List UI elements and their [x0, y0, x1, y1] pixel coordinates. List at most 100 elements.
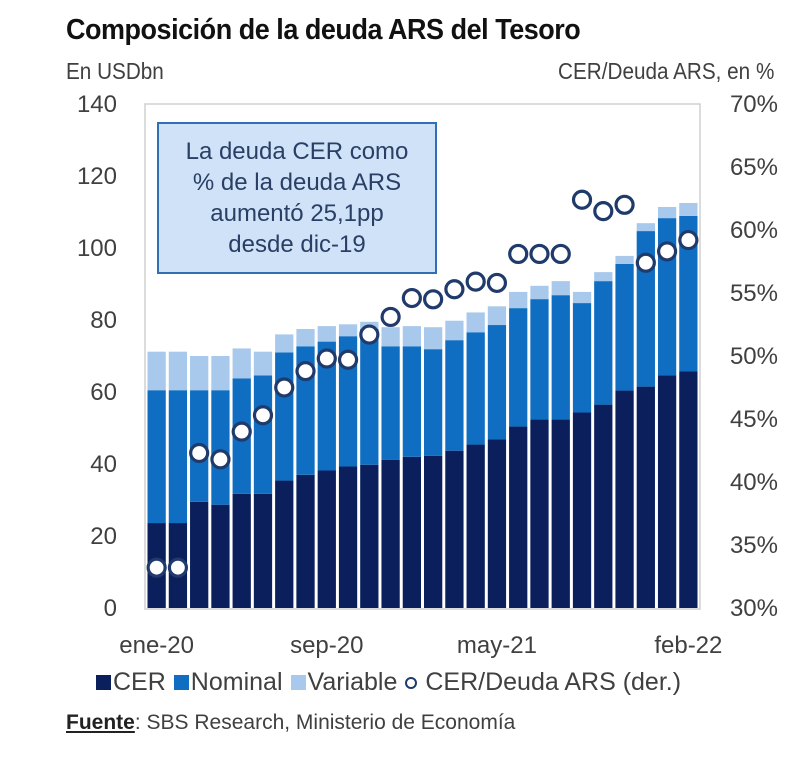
- point-cer-ratio-ene-22: [656, 241, 678, 262]
- bar-variable-oct-21: [594, 272, 613, 282]
- point-cer-ratio-may-20: [231, 421, 252, 442]
- bar-nominal-jun-20: [253, 375, 273, 494]
- bar-variable-nov-21: [615, 255, 634, 264]
- source-note: Fuente: SBS Research, Ministerio de Econ…: [66, 711, 515, 735]
- bar-variable-ene-21: [402, 326, 421, 347]
- bar-variable-jul-21: [530, 285, 549, 300]
- bar-nominal-jun-21: [509, 308, 528, 427]
- bar-variable-may-21: [487, 306, 507, 326]
- point-cer-ratio-nov-20: [359, 324, 380, 345]
- bar-nominal-mar-21: [445, 340, 464, 451]
- bar-cer-dic-20: [381, 459, 400, 608]
- point-cer-ratio-feb-20: [167, 557, 189, 578]
- legend-swatch-variable: [290, 675, 306, 690]
- legend-swatch-cer: [96, 675, 111, 690]
- bar-cer-ene-22: [657, 375, 677, 608]
- right-tick-label: 45%: [730, 406, 778, 433]
- bar-nominal-feb-21: [424, 349, 443, 456]
- left-tick-label: 120: [77, 163, 117, 190]
- bar-nominal-nov-21: [615, 263, 634, 391]
- right-tick-label: 50%: [730, 343, 778, 370]
- left-tick-label: 80: [90, 307, 117, 334]
- legend: CER Nominal Variable CER/Deuda ARS (der.…: [96, 668, 689, 697]
- legend-item-cer: CER: [96, 668, 166, 697]
- source-text: : SBS Research, Ministerio de Economía: [134, 711, 516, 734]
- point-cer-ratio-may-21: [486, 272, 508, 294]
- annotation-box: La deuda CER como % de la deuda ARS aume…: [157, 122, 437, 274]
- bar-cer-jun-21: [509, 426, 528, 608]
- bar-variable-jun-21: [509, 291, 528, 309]
- bar-variable-may-20: [232, 348, 251, 379]
- point-cer-ratio-oct-20: [337, 349, 359, 370]
- bar-variable-mar-20: [190, 356, 209, 391]
- point-cer-ratio-jul-21: [529, 243, 550, 265]
- bar-variable-ago-21: [551, 281, 570, 296]
- right-tick-label: 55%: [730, 280, 778, 307]
- bar-nominal-oct-21: [594, 281, 613, 405]
- annotation-line: La deuda CER como: [185, 138, 409, 165]
- bar-nominal-ago-21: [551, 295, 570, 420]
- bar-nominal-nov-20: [360, 329, 379, 465]
- left-axis-ticks: 0 20 40 60 80 100 120 140: [77, 91, 117, 622]
- right-tick-label: 70%: [730, 91, 778, 118]
- point-cer-ratio-oct-21: [593, 201, 614, 222]
- legend-item-nominal: Nominal: [173, 668, 283, 697]
- bar-variable-feb-21: [424, 327, 443, 350]
- point-cer-ratio-abr-21: [465, 271, 486, 292]
- bar-nominal-sep-21: [572, 303, 592, 413]
- bar-cer-ago-21: [551, 419, 570, 608]
- point-cer-ratio-ene-21: [401, 287, 422, 309]
- legend-label: CER: [113, 668, 166, 696]
- bar-variable-dic-20: [381, 327, 400, 347]
- bar-cer-abr-20: [211, 504, 230, 608]
- points-layer: [146, 189, 699, 578]
- bar-nominal-abr-21: [466, 332, 485, 445]
- bar-cer-sep-21: [572, 412, 592, 608]
- point-cer-ratio-sep-21: [571, 189, 593, 210]
- x-tick-label: feb-22: [654, 632, 722, 659]
- right-tick-label: 65%: [730, 154, 778, 181]
- x-tick-label: ene-20: [119, 632, 194, 659]
- point-cer-ratio-jul-20: [274, 377, 295, 398]
- bar-variable-oct-20: [338, 324, 358, 337]
- bar-variable-mar-21: [445, 320, 464, 341]
- legend-item-variable: Variable: [290, 668, 397, 697]
- bar-variable-ene-22: [657, 206, 677, 219]
- point-cer-ratio-feb-21: [423, 289, 444, 310]
- x-tick-label: sep-20: [290, 632, 363, 659]
- left-tick-label: 60: [90, 379, 117, 406]
- bar-cer-ene-21: [402, 456, 421, 608]
- bar-nominal-sep-20: [317, 341, 336, 471]
- bar-cer-oct-21: [594, 404, 613, 608]
- bar-cer-feb-21: [424, 455, 443, 608]
- bar-cer-jul-20: [275, 480, 294, 608]
- x-axis-ticks: ene-20 sep-20 may-21 feb-22: [119, 632, 722, 659]
- chart-title: Composición de la deuda ARS del Tesoro: [66, 14, 581, 46]
- point-cer-ratio-nov-21: [614, 194, 635, 215]
- legend-label: Nominal: [190, 668, 283, 696]
- bar-cer-ago-20: [296, 474, 315, 608]
- bar-nominal-jul-21: [530, 299, 549, 420]
- annotation-line: aumentó 25,1pp: [210, 200, 384, 227]
- bar-nominal-feb-22: [679, 215, 698, 372]
- legend-swatch-nominal: [173, 675, 189, 690]
- bar-nominal-abr-20: [211, 390, 230, 505]
- point-cer-ratio-mar-20: [189, 442, 210, 464]
- left-axis-label: En USDbn: [66, 58, 164, 84]
- bar-cer-dic-21: [636, 386, 655, 608]
- legend-label: CER/Deuda ARS (der.): [425, 668, 682, 696]
- left-tick-label: 20: [90, 523, 117, 550]
- bar-variable-ene-20: [147, 351, 166, 391]
- bar-cer-nov-21: [615, 390, 634, 608]
- right-axis-label: CER/Deuda ARS, en %: [557, 58, 774, 84]
- point-cer-ratio-ene-20: [146, 557, 167, 578]
- point-cer-ratio-mar-21: [444, 279, 465, 300]
- bar-cer-jul-21: [530, 419, 549, 608]
- point-cer-ratio-dic-20: [380, 306, 401, 328]
- legend-item-ratio: CER/Deuda ARS (der.): [405, 668, 681, 697]
- point-cer-ratio-feb-22: [678, 229, 699, 251]
- bar-cer-mar-21: [445, 450, 464, 608]
- right-tick-label: 35%: [730, 532, 778, 559]
- annotation-line: % de la deuda ARS: [192, 169, 402, 196]
